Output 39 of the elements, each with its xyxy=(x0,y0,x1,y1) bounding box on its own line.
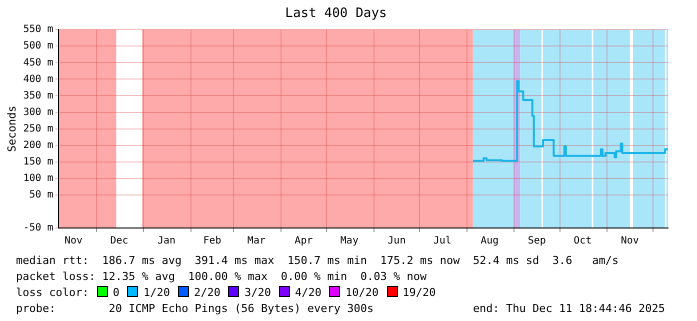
y-tick-label: 550 m xyxy=(23,24,54,36)
x-tick-label: Jul xyxy=(433,236,452,247)
x-tick-label: Mar xyxy=(247,236,266,247)
text: packet loss: 12.35 % avg 100.00 % max 0.00 % min 0.03 % now xyxy=(16,270,427,283)
x-tick-label: May xyxy=(340,236,358,247)
x-tick-label: Sep xyxy=(528,236,546,247)
y-tick-label: 150 m xyxy=(23,156,54,168)
y-tick-label: -50 m xyxy=(23,222,54,234)
legend-label: 0 xyxy=(112,286,120,299)
x-tick-label: Jan xyxy=(157,236,176,247)
x-tick-label: Feb xyxy=(203,236,222,247)
legend-label: 3/20 xyxy=(244,286,271,299)
legend-label: 1/20 xyxy=(143,286,170,299)
y-tick-label: 300 m xyxy=(23,106,54,118)
y-tick-label: 100 m xyxy=(23,172,54,184)
text: probe: 20 ICMP Echo Pings (56 Bytes) every 300s xyxy=(16,302,374,315)
legend-label: 4/20 xyxy=(294,286,322,299)
x-tick-label: Jun xyxy=(388,236,406,247)
y-tick-label: 400 m xyxy=(23,74,54,85)
y-tick-label: 250 m xyxy=(23,123,54,134)
y-axis-title: Seconds xyxy=(5,106,18,152)
legend-title: loss color: xyxy=(16,286,89,299)
legend-label: 2/20 xyxy=(194,286,220,299)
y-tick-label: 450 m xyxy=(23,57,54,68)
legend-label: 19/20 xyxy=(402,286,436,299)
x-tick-label: Aug xyxy=(480,236,499,247)
y-tick-label: 350 m xyxy=(23,90,54,102)
x-tick-label: Oct xyxy=(574,236,592,247)
text: median rtt: 186.7 ms avg 391.4 ms max 150.7 ms min 175.2 ms now 52.4 ms sd 3.6 am/s xyxy=(16,254,619,267)
x-tick-label: Nov xyxy=(620,236,639,247)
x-tick-label: Dec xyxy=(110,236,128,247)
chart-title: Last 400 Days xyxy=(285,6,387,22)
x-tick-label: Apr xyxy=(294,236,313,247)
legend-label: 10/20 xyxy=(345,286,379,299)
text: end: Thu Dec 11 18:44:46 2025 xyxy=(472,302,665,315)
y-tick-label: 200 m xyxy=(23,140,54,151)
y-tick-label: 50 m xyxy=(29,190,54,201)
y-tick-label: 500 m xyxy=(23,40,54,52)
x-tick-label: Nov xyxy=(64,236,83,247)
